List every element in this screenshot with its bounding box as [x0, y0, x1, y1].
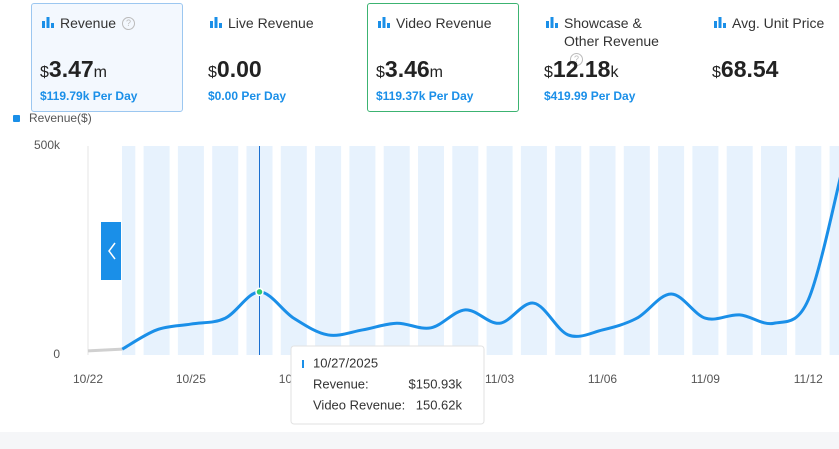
day-band	[383, 146, 410, 355]
card-title: Live Revenue	[228, 14, 340, 32]
day-band	[761, 146, 787, 355]
unit: k	[610, 64, 619, 81]
per-day: $0.00 Per Day	[208, 89, 286, 103]
day-band	[555, 146, 582, 355]
card-value: $68.54	[712, 56, 778, 83]
tooltip-value: $150.93k	[409, 376, 463, 391]
card-title: Video Revenue	[396, 14, 508, 32]
per-day-text: $0.00 Per Day	[208, 89, 287, 103]
bar-icon	[714, 17, 726, 28]
x-tick-label: 11/12	[794, 372, 823, 386]
day-band	[795, 146, 822, 355]
footer-strip	[0, 432, 839, 449]
tooltip-box	[290, 345, 485, 425]
tooltip: 10/27/2025 Revenue: $150.93k Video Reven…	[290, 345, 485, 425]
day-band	[349, 146, 376, 355]
help-icon: ?	[122, 17, 136, 30]
day-band	[589, 146, 616, 355]
legend-swatch	[13, 115, 20, 122]
bar-icon	[378, 17, 390, 28]
value: 12.18	[552, 56, 611, 82]
x-tick-label: 11/09	[691, 372, 720, 386]
currency: $	[40, 64, 49, 81]
tab-arrow	[108, 242, 116, 260]
metric-card[interactable]: Showcase & Other Revenue? $12.18k $419.99 …	[535, 3, 687, 112]
card-value: $3.46m	[376, 56, 443, 83]
currency: $	[544, 64, 553, 81]
unit: m	[429, 64, 443, 81]
currency: $	[208, 64, 217, 81]
x-tick-label: 10/25	[176, 372, 206, 386]
per-day: $119.37k Per Day	[376, 89, 473, 103]
card-value: $0.00	[208, 56, 262, 83]
y-tick-label: 0	[53, 347, 60, 361]
card-title-text: Video Revenue	[396, 15, 492, 31]
card-title: Revenue?	[60, 14, 172, 32]
metric-card[interactable]: Video Revenue $3.46m $119.37k Per Day	[367, 3, 519, 112]
day-band	[658, 146, 685, 355]
day-band	[418, 146, 444, 355]
day-band	[143, 146, 170, 355]
day-band	[212, 146, 239, 355]
bar-icon	[210, 17, 222, 28]
card-title-text: Avg. Unit Price	[732, 15, 825, 31]
value: 68.54	[720, 56, 779, 82]
per-day: $119.79k Per Day	[40, 89, 137, 103]
x-tick-label: 10/22	[73, 372, 103, 386]
revenue-line	[121, 176, 839, 351]
value: 3.47	[48, 56, 94, 82]
per-day-text: $419.99 Per Day	[544, 89, 636, 103]
day-band	[726, 146, 753, 355]
currency: $	[712, 64, 721, 81]
bar-icon	[42, 17, 54, 28]
day-band	[280, 146, 307, 355]
day-band	[122, 146, 136, 355]
card-title: Avg. Unit Price	[732, 14, 839, 32]
y-tick-label: 500k	[34, 138, 61, 152]
metric-card[interactable]: Avg. Unit Price $68.54	[703, 3, 839, 112]
tooltip-label: Revenue:	[313, 376, 369, 391]
legend-label: Revenue($)	[29, 111, 92, 125]
tooltip-date: 10/27/2025	[313, 355, 378, 370]
unit: m	[93, 64, 107, 81]
day-bands	[122, 146, 839, 355]
card-title-text: Showcase & Other Revenue	[564, 15, 659, 49]
pre-range-line	[87, 347, 123, 353]
day-band	[623, 146, 650, 355]
day-band	[520, 146, 547, 355]
bar-icon	[546, 17, 558, 28]
tooltip-marker	[302, 360, 304, 368]
metric-card[interactable]: Revenue? $3.47m $119.79k Per Day	[31, 3, 183, 112]
day-band	[452, 146, 479, 355]
card-title-text: Live Revenue	[228, 15, 314, 31]
card-title: Showcase & Other Revenue?	[564, 14, 676, 68]
value: 3.46	[384, 56, 430, 82]
tooltip-label: Video Revenue:	[313, 397, 405, 412]
x-tick-label: 11/03	[485, 372, 514, 386]
card-value: $12.18k	[544, 56, 618, 83]
metric-card[interactable]: Live Revenue $0.00 $0.00 Per Day	[199, 3, 351, 112]
day-band	[692, 146, 719, 355]
day-band	[177, 146, 204, 355]
currency: $	[376, 64, 385, 81]
hover-point	[255, 287, 264, 297]
x-tick-label: 11/06	[588, 372, 617, 386]
per-day-text: $119.79k Per Day	[40, 89, 138, 103]
per-day: $419.99 Per Day	[544, 89, 635, 103]
day-band	[315, 146, 342, 355]
card-value: $3.47m	[40, 56, 107, 83]
help-icon: ?	[570, 53, 583, 66]
tooltip-value: 150.62k	[416, 397, 463, 412]
day-band	[829, 146, 839, 355]
collapse-tab[interactable]	[101, 222, 121, 280]
value: 0.00	[216, 56, 262, 82]
per-day-text: $119.37k Per Day	[376, 89, 474, 103]
card-title-text: Revenue	[60, 15, 117, 31]
